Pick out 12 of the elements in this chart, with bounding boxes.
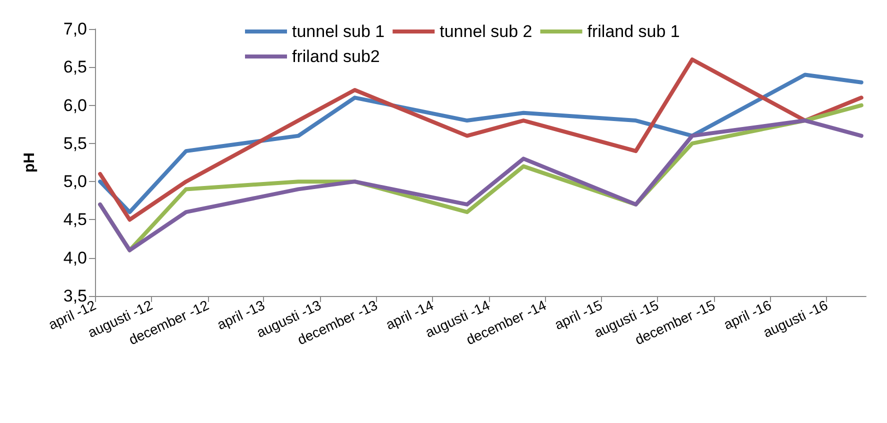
y-tick-label: 6,0 <box>63 96 87 115</box>
y-tick-label: 7,0 <box>63 20 87 38</box>
legend-label: tunnel sub 2 <box>440 22 532 41</box>
y-tick-label: 4,5 <box>63 210 87 230</box>
y-tick-label: 5,0 <box>63 172 87 192</box>
legend-label: tunnel sub 1 <box>292 22 385 41</box>
y-tick-label: 4,0 <box>63 248 87 268</box>
y-axis-title: pH <box>21 152 38 172</box>
y-tick-label: 6,5 <box>63 58 87 77</box>
legend-label: friland sub2 <box>292 47 380 66</box>
y-tick-label: 5,5 <box>63 134 87 153</box>
legend-label: friland sub 1 <box>587 22 680 41</box>
